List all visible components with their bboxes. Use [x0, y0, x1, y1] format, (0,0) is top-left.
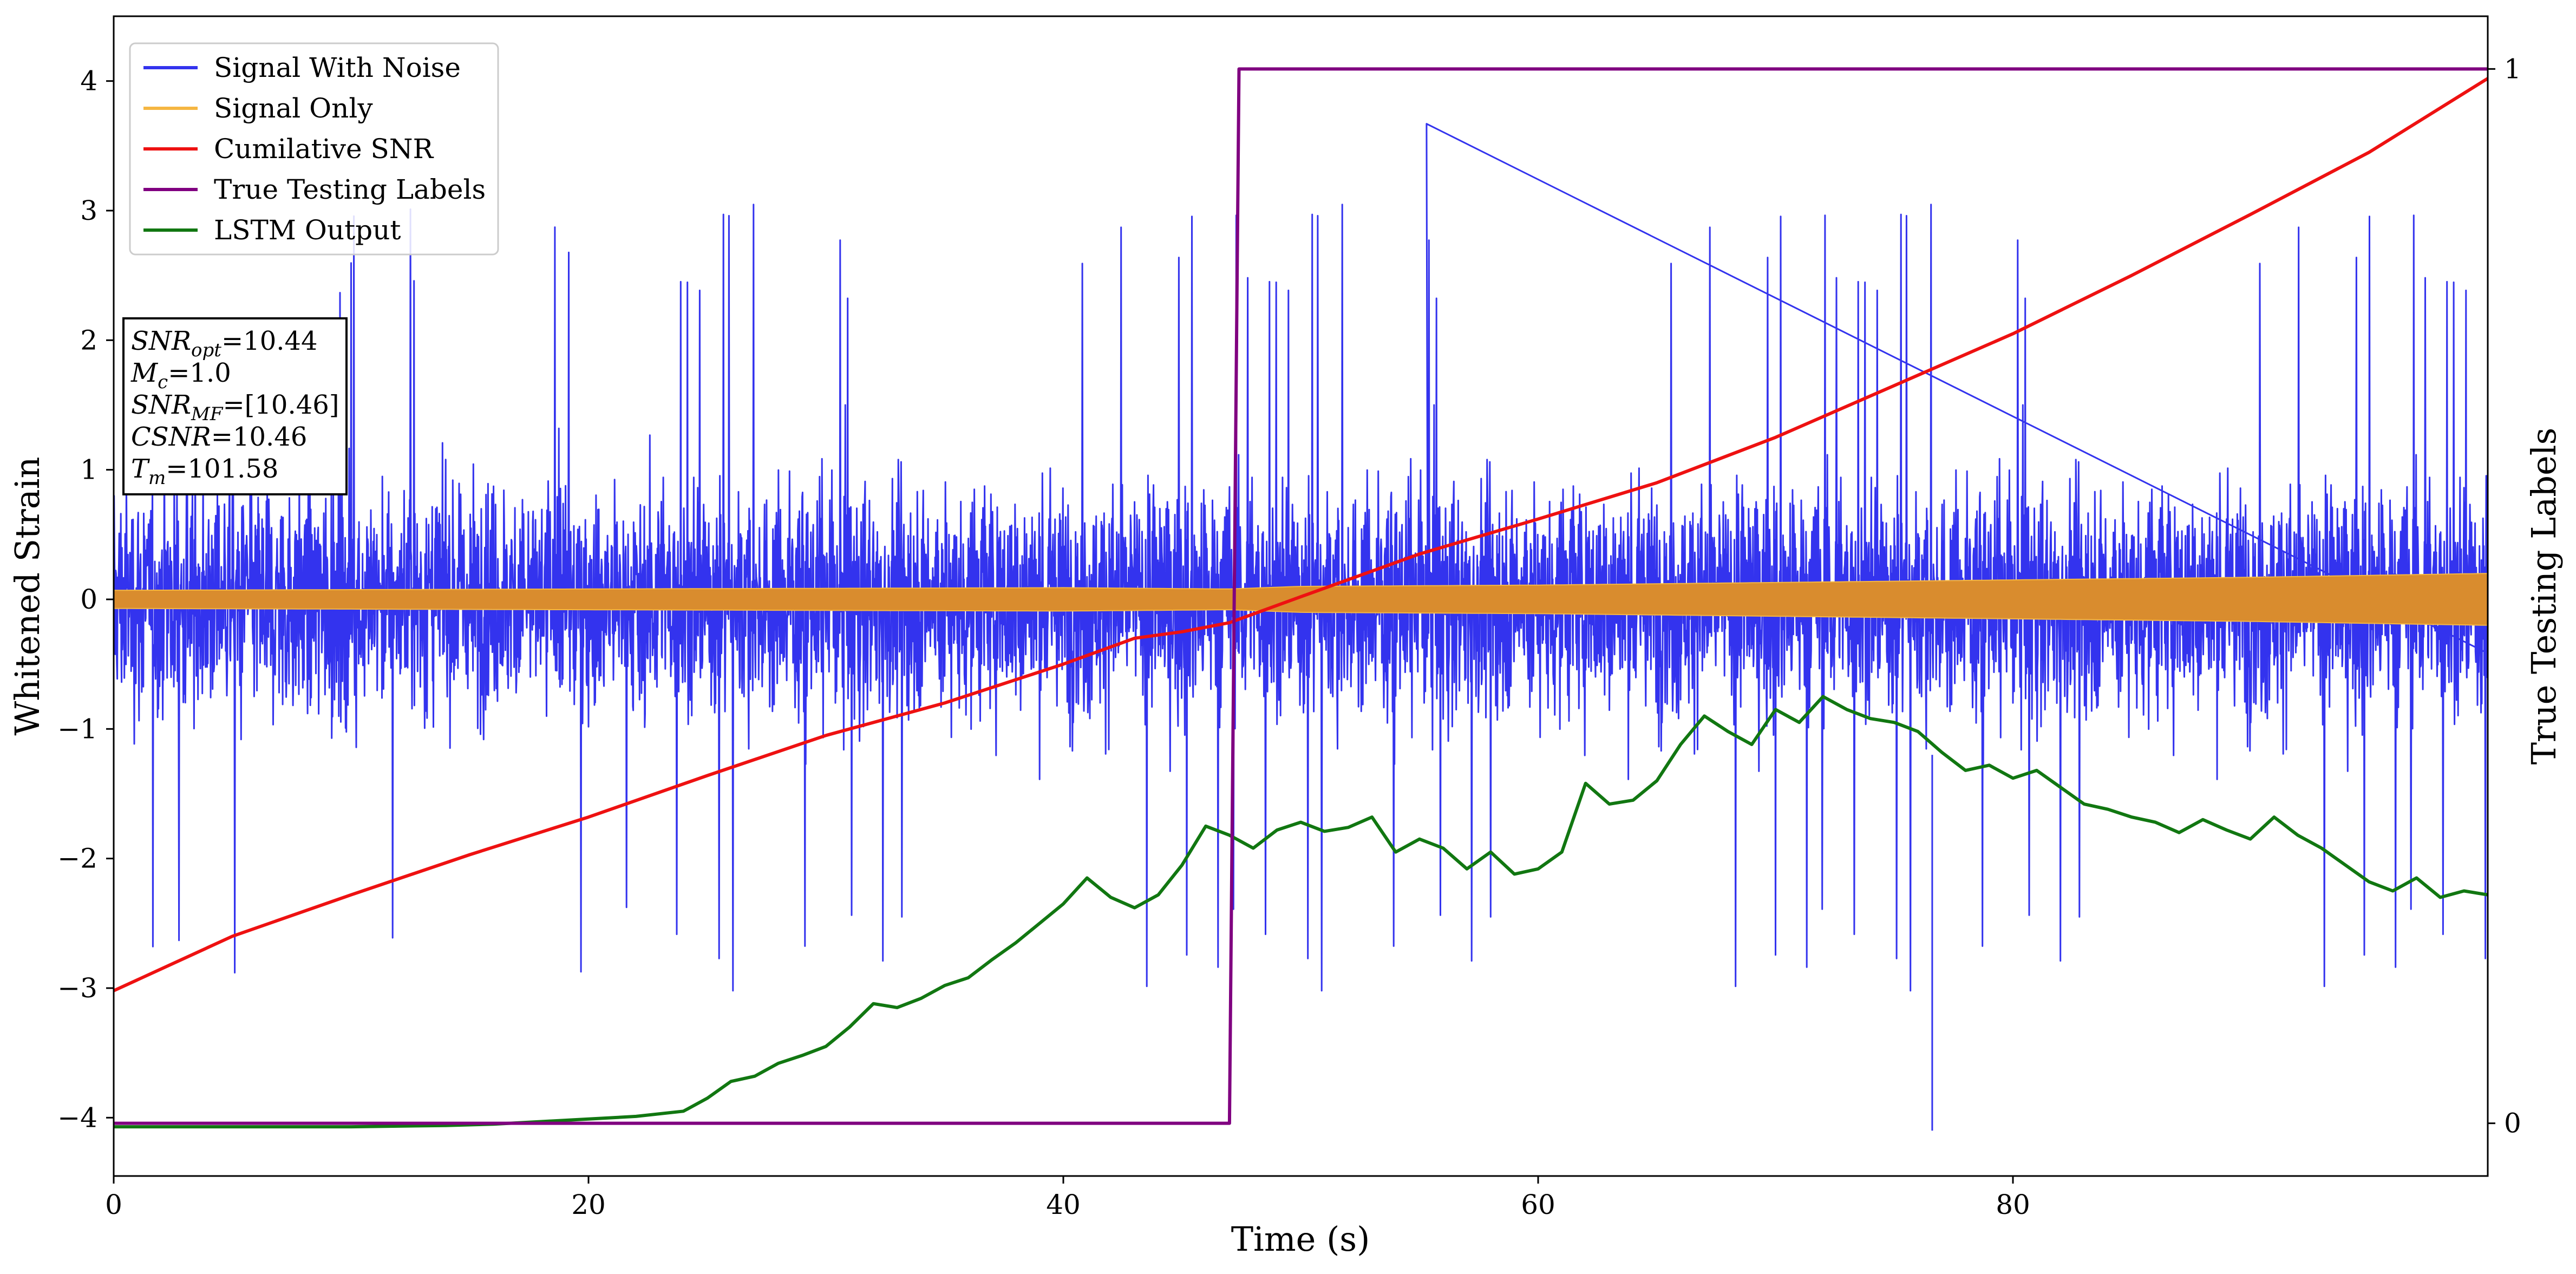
y-tick-left-label: −4: [57, 1102, 97, 1133]
y-axis-left-label: Whitened Strain: [8, 457, 47, 736]
annotation-line: Tm=101.58: [131, 454, 278, 489]
y-tick-left-label: 4: [80, 66, 97, 97]
signal-only-series: [114, 573, 2488, 626]
line-series-group: [114, 67, 2488, 1129]
legend-label: LSTM Output: [214, 214, 401, 246]
x-tick-label: 20: [571, 1189, 606, 1220]
legend: Signal With Noise Signal Only Cumilative S…: [129, 42, 499, 256]
annotation-line: CSNR=10.46: [131, 422, 307, 452]
plot-frame: [113, 15, 2489, 1177]
legend-entries: Signal With Noise Signal Only Cumilative S…: [143, 52, 486, 246]
cumulative-snr-line: [114, 77, 2488, 992]
annotation-frame: [122, 317, 348, 495]
annotation-line: SNRMF=[10.46]: [131, 390, 339, 425]
y-tick-right-label: 1: [2504, 53, 2521, 84]
x-axis-label: Time (s): [1231, 1219, 1370, 1259]
signal-only-band: [114, 573, 2488, 626]
annotation-line: Mc=1.0: [130, 358, 231, 393]
legend-label: Signal With Noise: [214, 52, 461, 83]
y-tick-left-label: 3: [80, 195, 97, 226]
y-tick-left-label: 1: [80, 454, 97, 486]
y-tick-right-label: 0: [2504, 1108, 2521, 1139]
legend-label: Cumilative SNR: [214, 133, 434, 165]
annotation-line: SNRopt=10.44: [131, 326, 318, 361]
x-axis: 0 20 40 60 80: [105, 1176, 2030, 1220]
x-tick-label: 40: [1046, 1189, 1081, 1220]
x-tick-label: 80: [1996, 1189, 2030, 1220]
y-tick-left-label: −1: [57, 713, 97, 744]
plot-area: [114, 67, 2488, 1131]
true-testing-labels-line: [114, 67, 2488, 1125]
y-tick-left-label: −3: [57, 972, 97, 1004]
y-axis-left: −4 −3 −2 −1 0 1 2 3 4: [57, 66, 114, 1133]
y-tick-left-label: 0: [80, 584, 97, 615]
y-axis-right: 01: [2488, 53, 2521, 1139]
annotation-lines: SNRopt=10.44Mc=1.0SNRMF=[10.46]CSNR=10.4…: [130, 326, 339, 489]
x-tick-label: 60: [1521, 1189, 1555, 1220]
lstm-output-line: [114, 695, 2488, 1129]
legend-label: True Testing Labels: [214, 174, 486, 205]
legend-box: [129, 42, 499, 256]
y-axis-right-label: True Testing Labels: [2524, 428, 2564, 765]
y-tick-left-label: 2: [80, 324, 97, 356]
y-tick-left-label: −2: [57, 843, 97, 874]
annotation-box: SNRopt=10.44Mc=1.0SNRMF=[10.46]CSNR=10.4…: [122, 317, 348, 495]
legend-label: Signal Only: [214, 93, 373, 124]
x-tick-label: 0: [105, 1189, 122, 1220]
